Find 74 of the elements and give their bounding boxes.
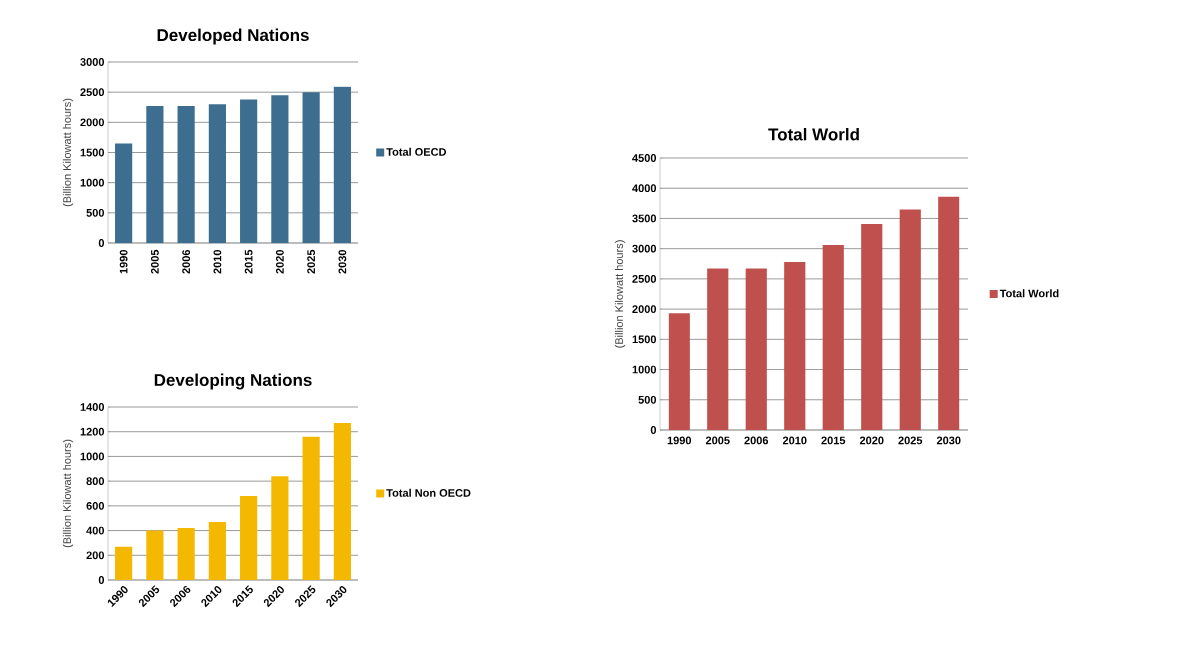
x-tick-label: 2025: [898, 436, 923, 445]
legend-label: Total Non OECD: [386, 488, 471, 497]
x-tick-label: 2025: [307, 249, 316, 274]
bar: [115, 546, 133, 580]
bar: [302, 436, 320, 580]
legend-label: Total World: [999, 289, 1059, 298]
y-tick-label: 500: [86, 208, 105, 217]
y-tick-label: 2000: [632, 305, 657, 314]
x-tick-label: 2030: [936, 436, 961, 445]
y-tick-label: 1000: [80, 452, 105, 461]
y-tick-label: 800: [86, 477, 105, 486]
y-tick-label: 400: [86, 526, 105, 535]
y-axis-title: (Billion Kilowatt hours): [62, 439, 74, 548]
x-tick-label: 2010: [782, 436, 807, 445]
bar: [208, 521, 226, 580]
y-tick-label: 600: [86, 501, 105, 510]
x-tick-label: 2010: [213, 249, 222, 274]
y-axis-title: (Billion Kilowatt hours): [614, 240, 626, 348]
x-tick-label: 2006: [744, 436, 769, 445]
bar: [146, 106, 164, 243]
y-tick-label: 1200: [80, 427, 105, 436]
y-tick-label: 500: [638, 395, 657, 404]
x-tick-label: 2006: [182, 249, 191, 274]
bar: [240, 495, 258, 580]
bar: [302, 92, 320, 243]
x-tick-label: 2015: [821, 436, 846, 445]
y-tick-label: 0: [98, 576, 105, 584]
x-tick-label: 1990: [667, 436, 692, 445]
bar: [115, 143, 133, 243]
bar: [745, 268, 767, 430]
bar: [240, 99, 258, 243]
x-tick-label: 2005: [705, 436, 730, 445]
bar: [177, 528, 195, 580]
y-axis-title: (Billion Kilowatt hours): [62, 98, 74, 207]
bar: [861, 223, 883, 430]
y-tick-label: 0: [650, 426, 657, 434]
y-tick-label: 3000: [80, 58, 105, 66]
y-tick-label: 0: [98, 239, 105, 247]
chart-title: Total World: [768, 127, 859, 141]
y-tick-label: 3500: [632, 214, 657, 223]
y-tick-label: 4500: [632, 154, 657, 162]
x-tick-label: 2005: [151, 249, 159, 274]
y-tick-label: 2000: [80, 118, 105, 127]
x-tick-label: 1990: [119, 249, 128, 274]
y-tick-label: 1500: [632, 335, 657, 344]
y-tick-label: 2500: [80, 88, 105, 97]
y-tick-label: 200: [86, 551, 105, 560]
bar: [784, 261, 806, 430]
y-tick-label: 1000: [632, 365, 657, 374]
x-tick-label: 2020: [276, 249, 284, 274]
bar: [707, 268, 729, 430]
y-tick-label: 3000: [632, 244, 657, 253]
y-tick-label: 1000: [80, 178, 105, 187]
y-tick-label: 1500: [80, 148, 105, 157]
bar: [146, 530, 164, 580]
legend-label: Total OECD: [386, 147, 447, 156]
bar: [333, 86, 351, 243]
bar: [271, 476, 289, 580]
y-tick-label: 4000: [632, 184, 657, 193]
bar: [822, 245, 844, 430]
bar: [177, 106, 195, 243]
x-tick-label: 2030: [338, 249, 347, 274]
x-tick-label: 2015: [244, 249, 253, 274]
bar: [899, 209, 921, 430]
x-tick-label: 2020: [859, 436, 884, 445]
bar: [938, 196, 960, 430]
bar: [668, 313, 690, 430]
chart-title: Developed Nations: [157, 28, 309, 45]
bar: [333, 423, 351, 580]
bar: [271, 95, 289, 243]
y-tick-label: 1400: [80, 403, 105, 411]
chart-title: Developing Nations: [154, 373, 312, 390]
y-tick-label: 2500: [632, 275, 657, 283]
bar: [208, 104, 226, 243]
